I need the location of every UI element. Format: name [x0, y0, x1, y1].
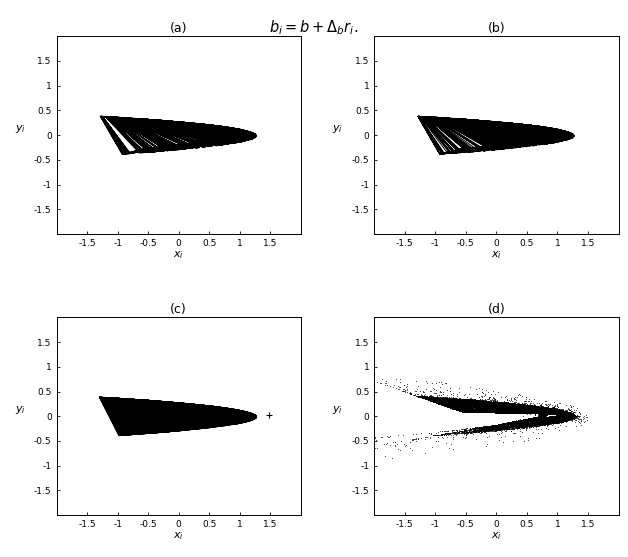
Y-axis label: $y_i$: $y_i$	[14, 404, 26, 416]
Y-axis label: $y_i$: $y_i$	[332, 404, 344, 416]
X-axis label: $x_i$: $x_i$	[491, 250, 502, 261]
X-axis label: $x_i$: $x_i$	[173, 530, 184, 543]
Title: (d): (d)	[487, 303, 506, 316]
Title: (c): (c)	[170, 303, 187, 316]
X-axis label: $x_i$: $x_i$	[173, 250, 184, 261]
Title: (b): (b)	[487, 22, 505, 35]
Y-axis label: $y_i$: $y_i$	[14, 123, 26, 135]
X-axis label: $x_i$: $x_i$	[491, 530, 502, 543]
Y-axis label: $y_i$: $y_i$	[332, 123, 344, 135]
Title: (a): (a)	[170, 22, 187, 35]
Text: $b_i = b + \Delta_b r_i.$: $b_i = b + \Delta_b r_i.$	[269, 18, 359, 37]
